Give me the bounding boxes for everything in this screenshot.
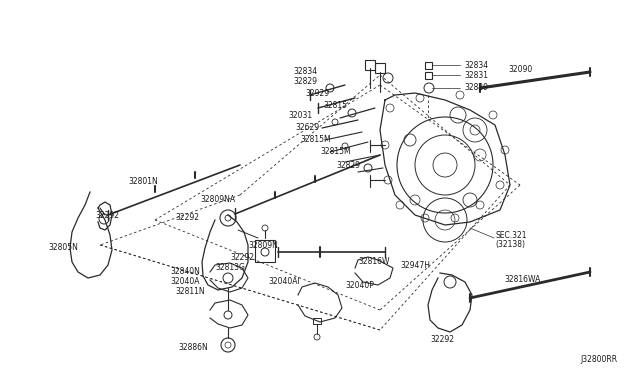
Text: 32929: 32929: [305, 90, 329, 99]
Text: 32040P: 32040P: [345, 280, 374, 289]
Text: 32829: 32829: [336, 160, 360, 170]
Text: 32292: 32292: [230, 253, 254, 263]
Text: 32816W: 32816W: [358, 257, 390, 266]
Text: (32138): (32138): [495, 240, 525, 248]
Text: 32292: 32292: [95, 211, 119, 219]
Text: 32811N: 32811N: [175, 288, 205, 296]
Text: 32040A: 32040A: [170, 278, 200, 286]
Text: 32815M: 32815M: [320, 148, 351, 157]
Text: 32292: 32292: [175, 214, 199, 222]
Text: 32834: 32834: [293, 67, 317, 77]
Text: 32829: 32829: [293, 77, 317, 87]
Text: 32886N: 32886N: [178, 343, 208, 353]
Text: 32809N: 32809N: [248, 241, 278, 250]
Text: 32040Al: 32040Al: [268, 278, 300, 286]
Text: 32815: 32815: [323, 102, 347, 110]
Text: 32090: 32090: [508, 65, 532, 74]
Text: 32805N: 32805N: [48, 244, 78, 253]
Text: 32292: 32292: [430, 336, 454, 344]
Text: 32829: 32829: [464, 83, 488, 93]
Text: 32815M: 32815M: [300, 135, 331, 144]
Text: SEC.321: SEC.321: [495, 231, 527, 240]
Text: 32816WA: 32816WA: [504, 276, 540, 285]
Text: 32947H: 32947H: [400, 260, 430, 269]
Text: 32813G: 32813G: [215, 263, 245, 273]
Text: 32809NA: 32809NA: [200, 196, 235, 205]
Text: 32031: 32031: [288, 112, 312, 121]
Text: 32840N: 32840N: [170, 267, 200, 276]
Text: 32801N: 32801N: [128, 177, 157, 186]
Text: 32629: 32629: [295, 124, 319, 132]
Text: 32831: 32831: [464, 71, 488, 80]
Text: 32834: 32834: [464, 61, 488, 70]
Text: J32800RR: J32800RR: [580, 356, 617, 365]
